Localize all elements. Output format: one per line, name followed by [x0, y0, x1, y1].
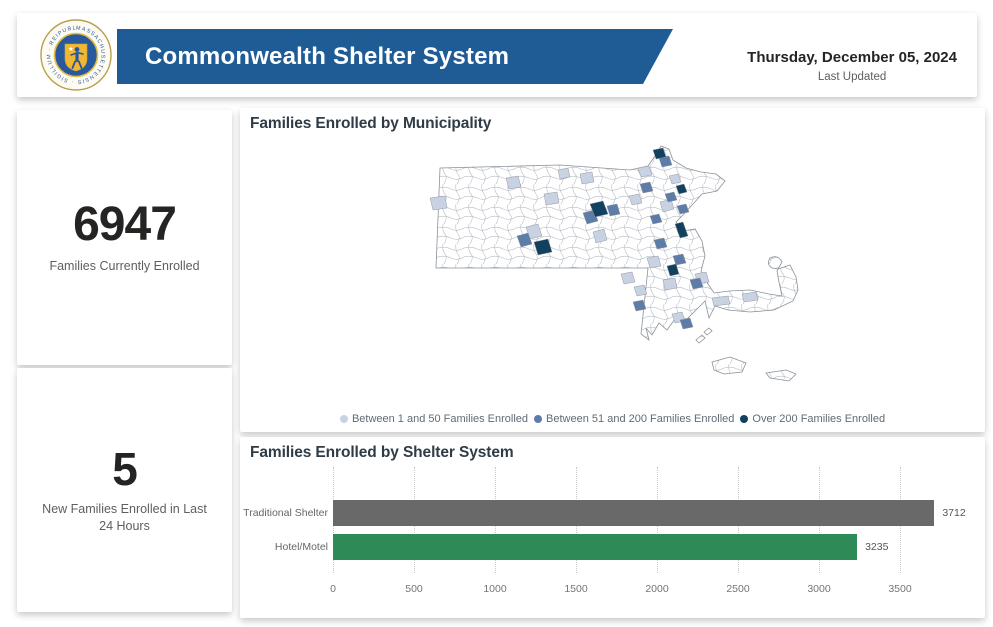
kpi-value-new-families: 5	[112, 442, 138, 495]
bar-value-label: 3712	[942, 507, 966, 519]
kpi-card-families-enrolled: 6947 Families Currently Enrolled	[17, 110, 232, 365]
massachusetts-choropleth-map[interactable]	[412, 144, 852, 394]
legend-label: Between 1 and 50 Families Enrolled	[351, 413, 529, 425]
x-axis-tick-label: 3500	[888, 583, 912, 595]
kpi-label-new-families: New Families Enrolled in Last 24 Hours	[42, 501, 207, 533]
bar-traditional-shelter[interactable]	[333, 500, 935, 526]
legend-item[interactable]: Between 51 and 200 Families Enrolled	[534, 413, 734, 425]
kpi-card-new-families: 5 New Families Enrolled in Last 24 Hours	[17, 368, 232, 612]
legend-dot-icon	[339, 415, 348, 423]
municipality-map-panel: Families Enrolled by Municipality	[240, 108, 985, 432]
header: MASSACHUSETTENSIS · SIGILLUM · REIPUBLIC…	[17, 13, 977, 97]
map-panel-title: Families Enrolled by Municipality	[250, 115, 492, 132]
legend-dot-icon	[740, 415, 749, 423]
app-title: Commonwealth Shelter System	[145, 42, 510, 70]
x-axis-tick-label: 500	[405, 583, 423, 595]
legend-dot-icon	[534, 415, 543, 423]
state-outline	[435, 145, 799, 341]
legend-label: Between 51 and 200 Families Enrolled	[546, 413, 735, 425]
legend-item[interactable]: Over 200 Families Enrolled	[740, 413, 885, 425]
bar-category-label: Hotel/Motel	[274, 541, 328, 553]
municipalities-dark[interactable]	[533, 147, 689, 277]
massachusetts-seal-icon: MASSACHUSETTENSIS · SIGILLUM · REIPUBLIC…	[39, 18, 112, 91]
shelter-system-chart-panel: Families Enrolled by Shelter System 0 500…	[240, 437, 985, 618]
x-axis-tick-label: 0	[330, 583, 336, 595]
current-date: Thursday, December 05, 2024	[747, 49, 957, 66]
seal-star: ★	[68, 45, 74, 53]
x-axis-tick-label: 1000	[483, 583, 507, 595]
x-axis-tick-label: 2000	[645, 583, 669, 595]
bar-category-label: Traditional Shelter	[243, 507, 328, 519]
legend-item[interactable]: Between 1 and 50 Families Enrolled	[339, 413, 529, 425]
x-axis-tick-label: 2500	[726, 583, 750, 595]
x-axis-tick-label: 3000	[807, 583, 831, 595]
map-legend: Between 1 and 50 Families Enrolled Betwee…	[240, 413, 985, 425]
bar-value-label: 3235	[865, 541, 889, 553]
x-axis-tick-label: 1500	[564, 583, 588, 595]
title-banner: Commonwealth Shelter System	[117, 29, 673, 84]
elizabeth-islands	[695, 327, 713, 344]
marthas-vineyard	[711, 356, 747, 375]
nantucket	[765, 369, 797, 382]
kpi-value-families-enrolled: 6947	[73, 197, 177, 251]
date-block: Thursday, December 05, 2024 Last Updated	[747, 49, 957, 83]
legend-label: Over 200 Families Enrolled	[752, 413, 886, 425]
kpi-label-families-enrolled: Families Currently Enrolled	[49, 258, 200, 273]
last-updated-label: Last Updated	[817, 71, 887, 83]
bar-panel-title: Families Enrolled by Shelter System	[250, 444, 514, 461]
bar-hotel-motel[interactable]	[333, 534, 858, 560]
